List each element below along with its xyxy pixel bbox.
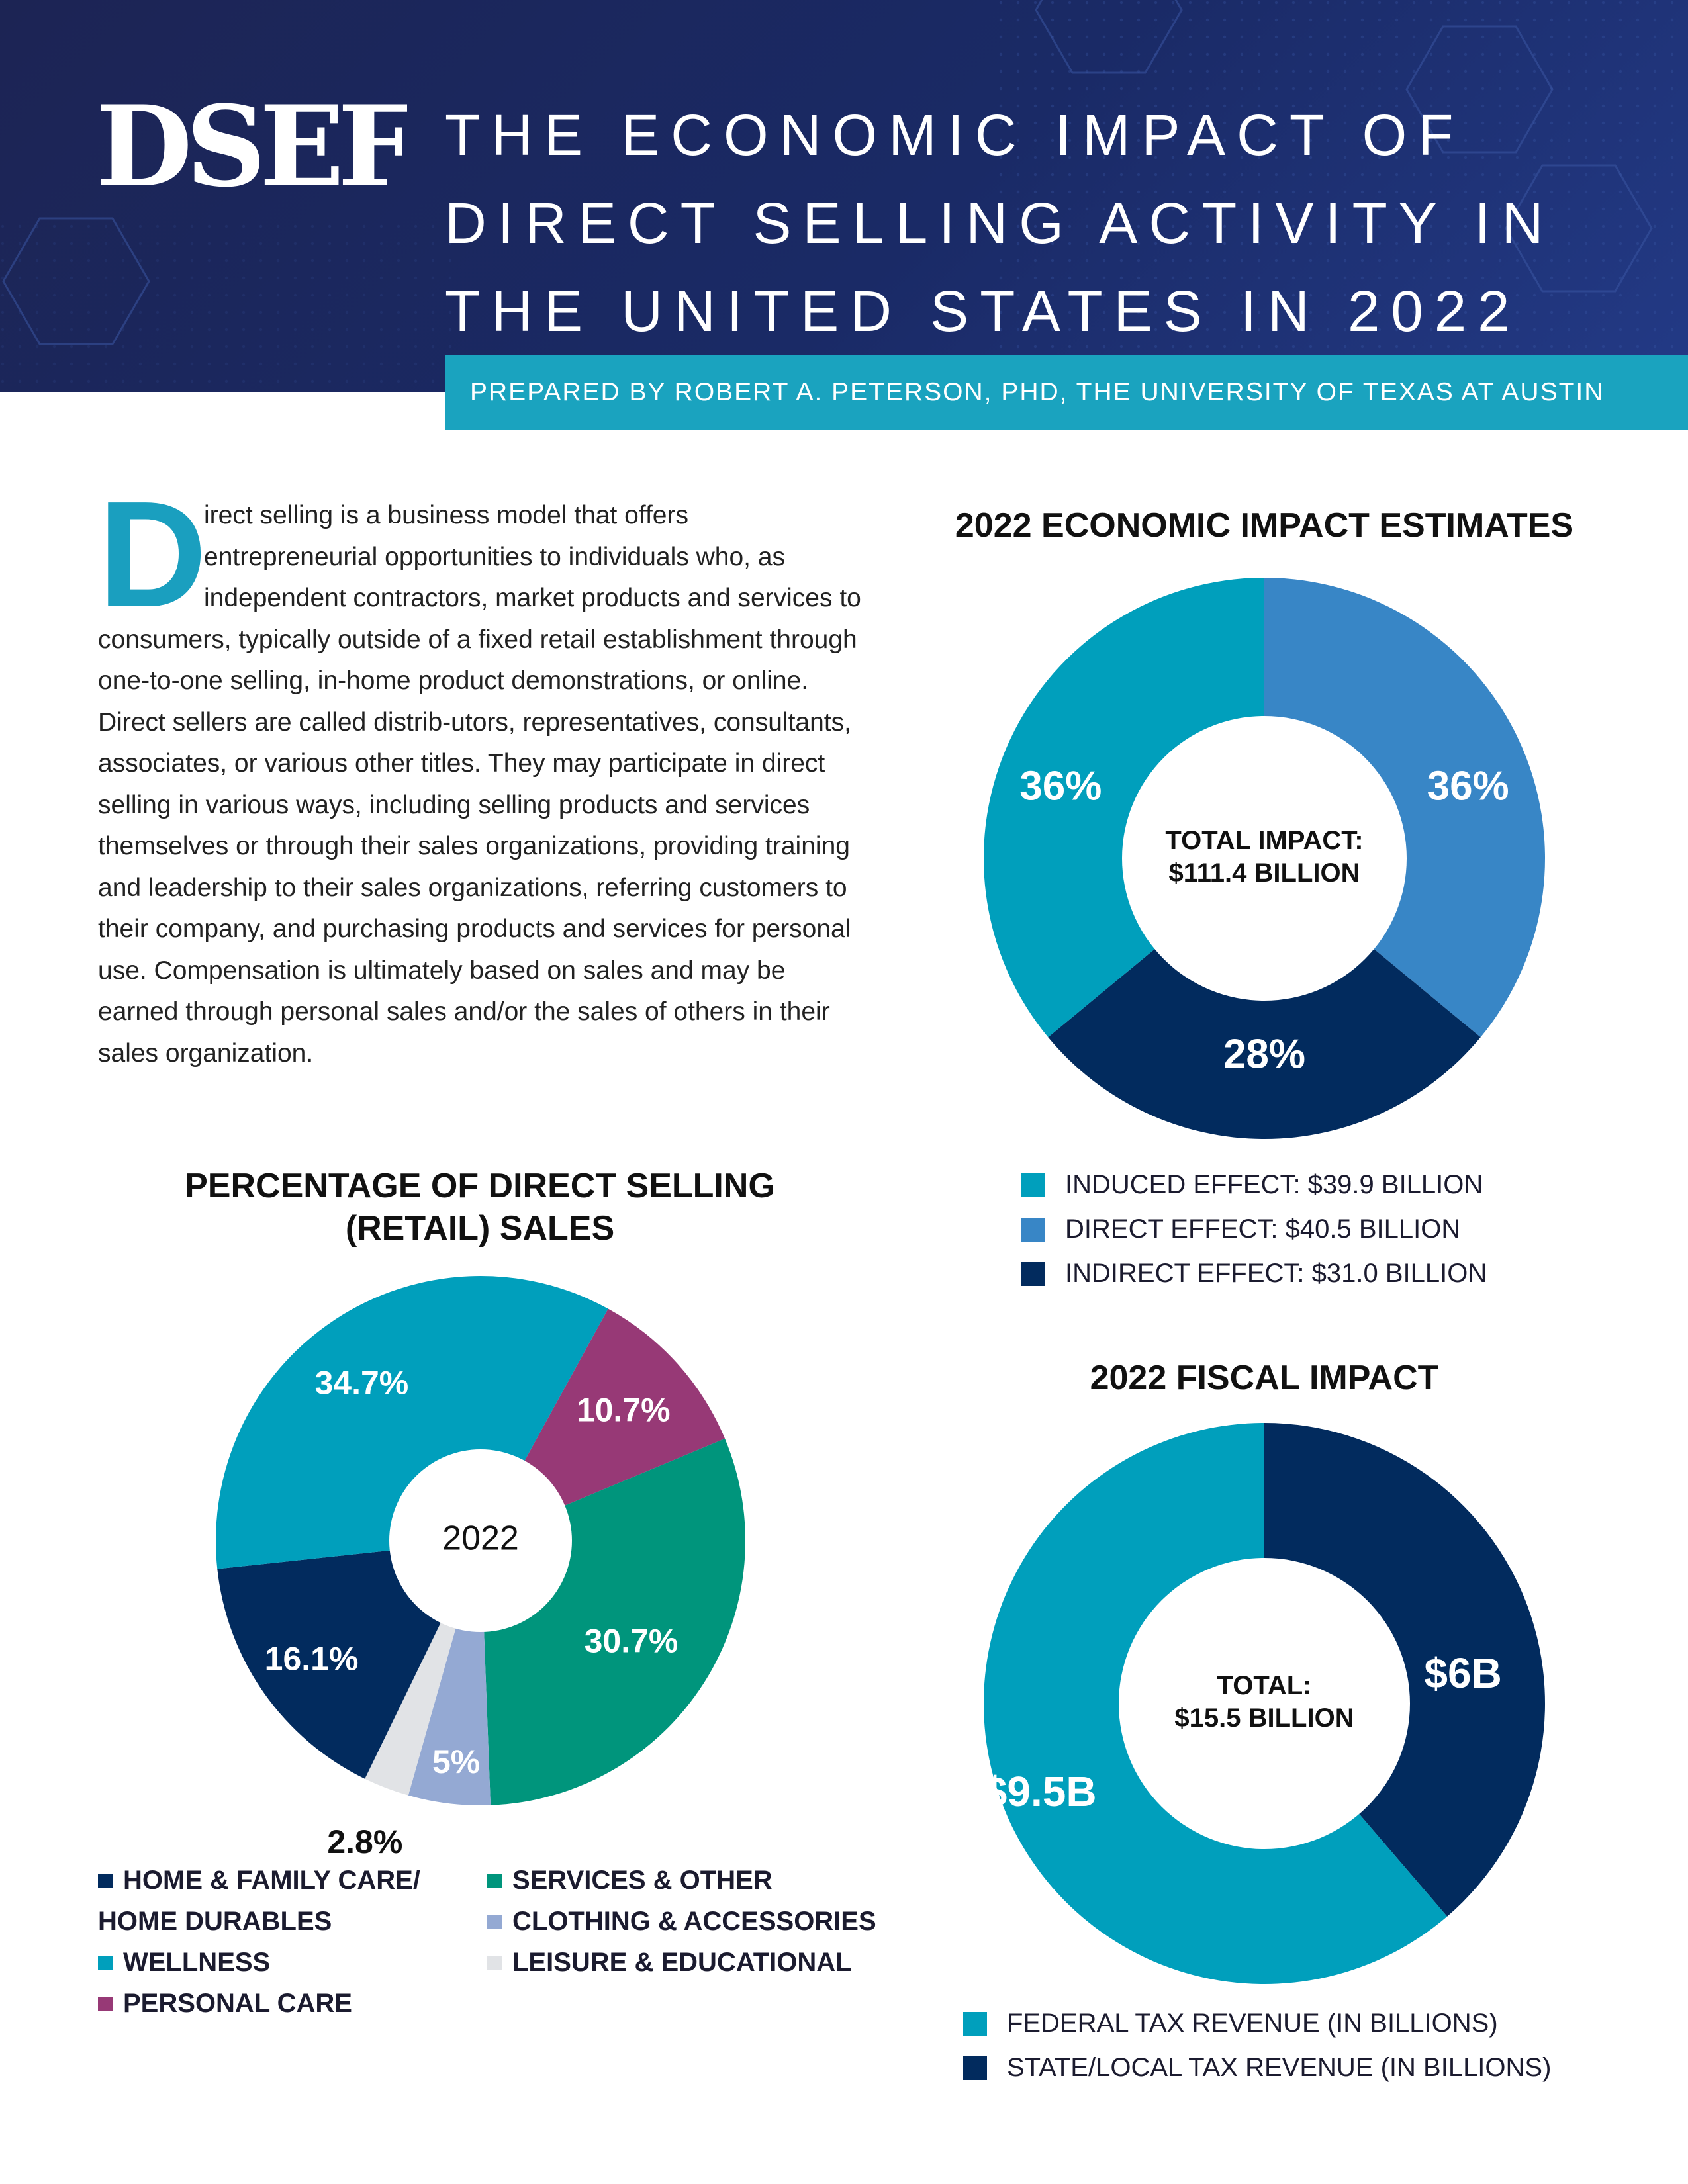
data-label-home-family-care-home-durables: 16.1% [265,1641,359,1678]
intro-text: irect selling is a business model that o… [98,501,861,1068]
economic-impact-donut: 36% 28% 36% TOTAL IMPACT: $111.4 BILLION [984,578,1545,1139]
donut-hole [1119,1558,1410,1849]
legend-swatch [1021,1217,1045,1242]
retail-legend-item: WELLNESS [98,1942,270,1983]
center-label-line-2: $15.5 BILLION [1174,1704,1354,1733]
legend-swatch [1021,1261,1045,1286]
fiscal-legend-item-1: FEDERAL TAX REVENUE (IN BILLIONS) [963,2009,1498,2038]
page-title: THE ECONOMIC IMPACT OF DIRECT SELLING AC… [445,91,1676,355]
center-label-line-2: $111.4 BILLION [1168,858,1360,887]
hexagon-pattern [0,0,1688,392]
intro-paragraph: D irect selling is a business model that… [98,471,866,1074]
header-banner: DSEF THE ECONOMIC IMPACT OF DIRECT SELLI… [0,0,1688,392]
legend-swatch [98,1956,113,1970]
data-label-indirect-effect-31-0-billion: 28% [1223,1031,1305,1077]
legend-label: INDUCED EFFECT: $39.9 BILLION [1065,1170,1483,1199]
legend-swatch [1021,1173,1045,1197]
center-label-line-1: TOTAL IMPACT: [1165,826,1363,855]
legend-label: PERSONAL CARE [123,1989,352,2018]
slice-direct-effect-40-5-billion [1264,578,1545,1038]
legend-swatch [98,1874,113,1888]
retail-legend-item: HOME & FAMILY CARE/ [98,1860,420,1901]
data-label-leisure-educational: 2.8% [327,1823,402,1860]
legend-label: HOME & FAMILY CARE/ [123,1866,420,1895]
data-label-induced-effect-39-9-billion: 36% [1019,764,1102,809]
legend-swatch [963,2056,987,2080]
svg-text:DSEF: DSEF [96,94,407,200]
economic-legend-item-2: DIRECT EFFECT: $40.5 BILLION [1021,1214,1460,1244]
legend-label: HOME DURABLES [98,1907,332,1936]
retail-legend-item: HOME DURABLES [98,1901,332,1942]
economic-chart-title: 2022 ECONOMIC IMPACT ESTIMATES [955,506,1574,545]
legend-label: LEISURE & EDUCATIONAL [512,1948,852,1977]
data-label-wellness: 34.7% [314,1364,408,1401]
prepared-by-banner: PREPARED BY ROBERT A. PETERSON, PHD, THE… [445,355,1688,430]
legend-label: FEDERAL TAX REVENUE (IN BILLIONS) [1007,2009,1498,2038]
title-line-2: DIRECT SELLING ACTIVITY IN [445,191,1555,255]
legend-label: SERVICES & OTHER [512,1866,773,1895]
slice-induced-effect-39-9-billion [984,578,1264,1038]
retail-chart-title: PERCENTAGE OF DIRECT SELLING (RETAIL) SA… [106,1165,854,1250]
data-label-personal-care: 10.7% [577,1391,671,1428]
fiscal-legend-item-2: STATE/LOCAL TAX REVENUE (IN BILLIONS) [963,2053,1551,2083]
legend-swatch [963,2011,987,2036]
data-label-clothing-accessories: 5% [432,1743,480,1780]
retail-title-line-1: PERCENTAGE OF DIRECT SELLING [185,1167,775,1205]
data-label-federal-tax-revenue-in-billions: $9.5B [984,1768,1097,1815]
economic-legend-item-3: INDIRECT EFFECT: $31.0 BILLION [1021,1259,1487,1289]
retail-legend-item: CLOTHING & ACCESSORIES [487,1901,876,1942]
title-line-3: THE UNITED STATES IN 2022 [445,279,1521,343]
legend-label: CLOTHING & ACCESSORIES [512,1907,876,1936]
fiscal-chart-title: 2022 FISCAL IMPACT [1090,1359,1439,1397]
retail-sales-donut: 10.7% 30.7% 5% 2.8% 16.1% 34.7% 2022 [216,1276,745,1860]
legend-swatch [487,1874,502,1888]
legend-label: DIRECT EFFECT: $40.5 BILLION [1065,1214,1461,1244]
slice-wellness [216,1276,608,1569]
legend-swatch [487,1915,502,1929]
legend-label: INDIRECT EFFECT: $31.0 BILLION [1065,1259,1487,1288]
fiscal-impact-donut: $6B $9.5B TOTAL: $15.5 BILLION [984,1423,1545,1984]
center-label-line-1: 2022 [442,1520,519,1558]
legend-swatch [487,1956,502,1970]
retail-legend-item: PERSONAL CARE [98,1983,352,2024]
center-label-line-1: TOTAL: [1217,1671,1312,1700]
data-label-services-other: 30.7% [585,1623,679,1660]
donut-hole [389,1449,572,1632]
legend-label: WELLNESS [123,1948,271,1977]
title-line-1: THE ECONOMIC IMPACT OF [445,103,1465,167]
data-label-state-local-tax-revenue-in-billions: $6B [1424,1649,1501,1697]
economic-legend-item-1: INDUCED EFFECT: $39.9 BILLION [1021,1170,1483,1200]
data-label-direct-effect-40-5-billion: 36% [1427,764,1509,809]
drop-cap: D [98,471,207,639]
legend-label: STATE/LOCAL TAX REVENUE (IN BILLIONS) [1007,2053,1552,2082]
retail-title-line-2: (RETAIL) SALES [345,1209,615,1248]
dsef-logo: DSEF [96,94,407,200]
retail-legend-item: SERVICES & OTHER [487,1860,773,1901]
legend-swatch [98,1997,113,2011]
donut-hole [1122,716,1407,1001]
retail-legend-item: LEISURE & EDUCATIONAL [487,1942,852,1983]
